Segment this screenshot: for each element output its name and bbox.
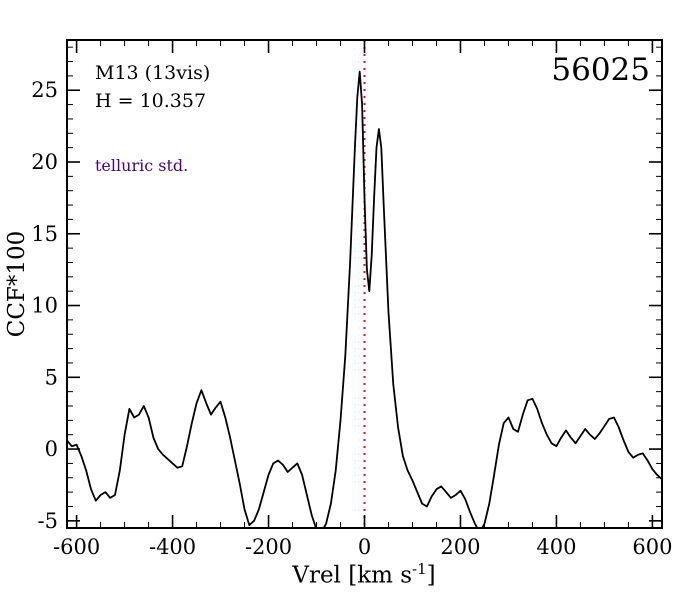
x-tick-label: 400 — [536, 535, 576, 559]
x-tick-label: 200 — [440, 535, 480, 559]
x-tick-label: -200 — [245, 535, 292, 559]
x-axis-title-main: Vrel [km s — [292, 562, 413, 589]
y-axis-title: CCF*100 — [4, 230, 30, 338]
x-axis-title: Vrel [km s-1] — [292, 560, 435, 589]
x-axis-title-exponent: -1 — [412, 560, 427, 578]
x-tick-label: 600 — [632, 535, 672, 559]
y-tick-label: 0 — [45, 437, 58, 461]
y-tick-label: 25 — [31, 78, 58, 102]
x-tick-label: -400 — [149, 535, 196, 559]
x-tick-label: -600 — [53, 535, 100, 559]
ccf-curve — [67, 70, 662, 528]
x-axis-title-suffix: ] — [426, 562, 436, 589]
magnitude-label: H = 10.357 — [95, 90, 207, 112]
target-id-label: 56025 — [551, 52, 650, 88]
cluster-label: M13 (13vis) — [95, 62, 211, 84]
y-tick-label: -5 — [38, 509, 58, 533]
y-tick-label: 15 — [31, 222, 58, 246]
y-tick-label: 5 — [45, 365, 58, 389]
y-tick-label: 10 — [31, 294, 58, 318]
x-tick-label: 0 — [358, 535, 371, 559]
telluric-label: telluric std. — [95, 156, 189, 175]
y-tick-label: 20 — [31, 150, 58, 174]
